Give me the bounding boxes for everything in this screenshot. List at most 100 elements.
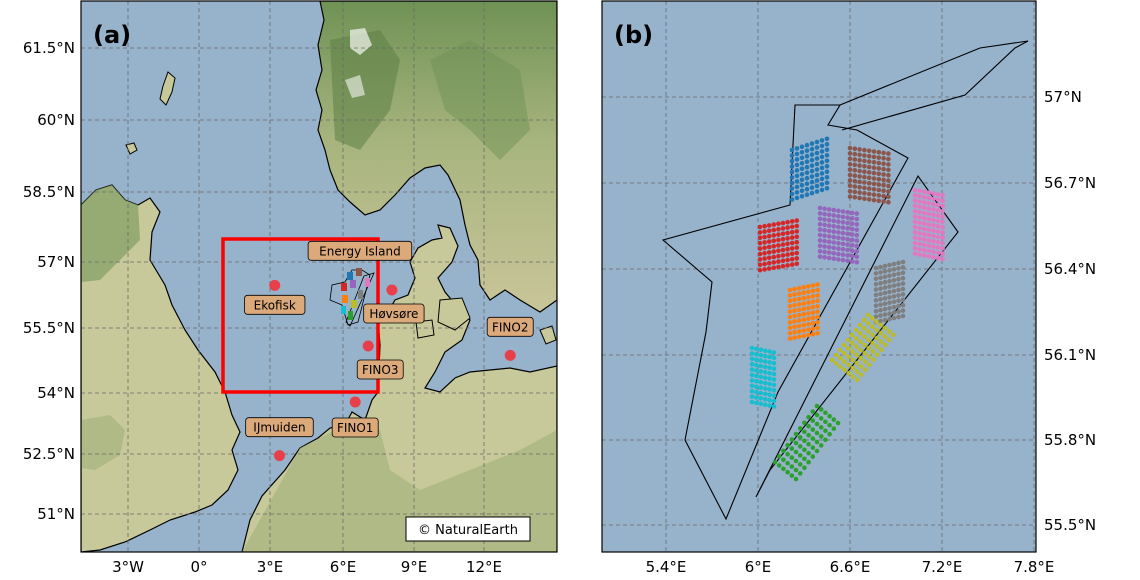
turbine-point bbox=[900, 302, 906, 308]
lat-tick-label: 55.8°N bbox=[1044, 431, 1096, 449]
map-b bbox=[602, 1, 1036, 552]
turbine-point bbox=[776, 264, 781, 270]
turbine-point bbox=[931, 233, 936, 239]
turbine-point bbox=[822, 217, 827, 222]
turbine-point bbox=[806, 414, 811, 420]
turbine-point bbox=[785, 263, 790, 268]
turbine-point bbox=[882, 296, 888, 301]
turbine-point bbox=[780, 220, 786, 226]
turbine-point bbox=[824, 147, 830, 153]
turbine-point bbox=[757, 262, 763, 268]
turbine-point bbox=[814, 403, 820, 409]
turbine-point bbox=[771, 388, 777, 393]
turbine-point bbox=[789, 224, 795, 230]
turbine-point bbox=[857, 322, 863, 328]
turbine-point bbox=[850, 349, 855, 354]
turbine-point bbox=[757, 224, 763, 230]
turbine-point bbox=[809, 141, 815, 146]
turbine-point bbox=[831, 240, 837, 245]
turbine-point bbox=[852, 184, 858, 189]
turbine-point bbox=[926, 222, 932, 227]
turbine-point bbox=[789, 235, 795, 240]
lon-tick-label: 6.6°E bbox=[830, 558, 871, 576]
turbine-point bbox=[850, 374, 856, 379]
turbine-point bbox=[822, 233, 827, 238]
turbine-point bbox=[794, 218, 800, 223]
turbine-point bbox=[882, 285, 888, 290]
turbine-point bbox=[771, 222, 777, 227]
turbine-point bbox=[758, 401, 764, 407]
turbine-point bbox=[802, 456, 807, 462]
turbine-point bbox=[817, 254, 823, 259]
site-label: Ekofisk bbox=[254, 298, 296, 312]
turbine-point bbox=[900, 270, 906, 276]
turbine-point bbox=[824, 153, 830, 158]
turbine-point bbox=[789, 256, 795, 262]
turbine-point bbox=[845, 209, 850, 215]
turbine-point bbox=[771, 238, 777, 244]
turbine-point bbox=[810, 326, 816, 332]
turbine-point bbox=[940, 214, 945, 219]
turbine-point bbox=[815, 320, 820, 325]
turbine-point bbox=[858, 355, 864, 361]
turbine-point bbox=[804, 142, 810, 148]
lon-tick-label: 3°E bbox=[257, 558, 284, 576]
turbine-point bbox=[876, 187, 882, 193]
turbine-point bbox=[799, 161, 805, 166]
turbine-point bbox=[804, 159, 810, 164]
turbine-point bbox=[882, 342, 888, 348]
turbine-point bbox=[762, 245, 767, 251]
turbine-group bbox=[829, 312, 896, 383]
turbine-point bbox=[887, 278, 892, 284]
panel-b: (b) 5.4°E 6°E 6.6°E 7.2°E 7.8°E 57°N 56.7°N 56… bbox=[601, 0, 1096, 576]
turbine-point bbox=[841, 342, 847, 348]
turbine-point bbox=[809, 168, 815, 174]
turbine-point bbox=[794, 256, 800, 261]
turbine-point bbox=[824, 164, 830, 169]
turbine-point bbox=[809, 146, 815, 152]
turbine-point bbox=[857, 147, 862, 152]
turbine-point bbox=[814, 145, 820, 150]
turbine-point bbox=[854, 238, 860, 243]
turbine-point bbox=[871, 176, 877, 181]
turbine-point bbox=[819, 176, 825, 182]
turbine-point bbox=[912, 214, 918, 219]
turbine-point bbox=[836, 240, 841, 246]
turbine-point bbox=[749, 378, 755, 383]
turbine-point bbox=[824, 180, 830, 186]
turbine-point bbox=[822, 238, 827, 244]
turbine-point bbox=[758, 390, 764, 396]
turbine-point bbox=[797, 462, 803, 467]
turbine-point bbox=[766, 228, 772, 234]
turbine-point bbox=[785, 230, 790, 236]
turbine-point bbox=[827, 431, 832, 437]
turbine-point bbox=[767, 354, 772, 360]
turbine-point bbox=[886, 178, 891, 183]
turbine-point bbox=[926, 190, 932, 195]
turbine-point bbox=[785, 241, 790, 247]
turbine-point bbox=[810, 304, 816, 310]
turbine-point bbox=[882, 269, 888, 274]
turbine-point bbox=[870, 349, 876, 354]
turbine-point bbox=[754, 395, 759, 400]
turbine-point bbox=[771, 265, 777, 271]
turbine-point bbox=[809, 152, 815, 157]
turbine-point bbox=[882, 279, 888, 285]
turbine-point bbox=[801, 295, 807, 301]
turbine-point bbox=[827, 413, 832, 419]
lon-tick-label: 6°E bbox=[745, 558, 772, 576]
turbine-point bbox=[758, 347, 764, 353]
turbine-point bbox=[886, 156, 891, 162]
turbine-point bbox=[887, 284, 892, 289]
turbine-point bbox=[849, 232, 855, 237]
turbine-point bbox=[917, 220, 922, 225]
turbine-point bbox=[849, 259, 855, 264]
frame-b bbox=[601, 0, 1037, 553]
turbine-point bbox=[754, 400, 759, 406]
turbine-point bbox=[900, 265, 906, 270]
turbine-point bbox=[793, 440, 799, 446]
turbine-point bbox=[831, 207, 837, 213]
lon-tick-label: 6°E bbox=[330, 558, 357, 576]
turbine-point bbox=[789, 455, 795, 460]
turbine-point bbox=[862, 191, 867, 196]
